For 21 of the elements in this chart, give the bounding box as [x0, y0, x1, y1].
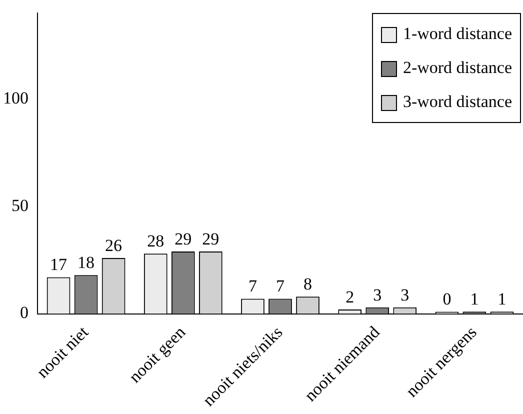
data-label: 29	[174, 229, 192, 248]
data-label: 3	[373, 285, 382, 304]
data-label: 2	[346, 287, 354, 306]
data-label: 29	[202, 229, 220, 248]
data-label: 7	[276, 276, 285, 296]
data-label: 17	[50, 255, 68, 274]
data-label: 3	[400, 285, 410, 304]
data-label: 1	[498, 290, 506, 309]
y-tick-label: 0	[20, 303, 28, 322]
data-label: 28	[147, 232, 164, 251]
y-tick-label: 100	[3, 88, 28, 108]
data-label: 8	[304, 274, 312, 294]
data-label: 18	[78, 253, 95, 272]
legend-label: 1-word distance	[402, 24, 512, 43]
data-label: 26	[105, 236, 122, 255]
data-label: 7	[248, 276, 258, 296]
data-label: 1	[470, 290, 479, 309]
y-tick-label: 50	[12, 196, 28, 215]
data-label: 0	[442, 290, 452, 309]
legend-label: 2-word distance	[402, 58, 512, 77]
legend-label: 3-word distance	[402, 92, 512, 111]
